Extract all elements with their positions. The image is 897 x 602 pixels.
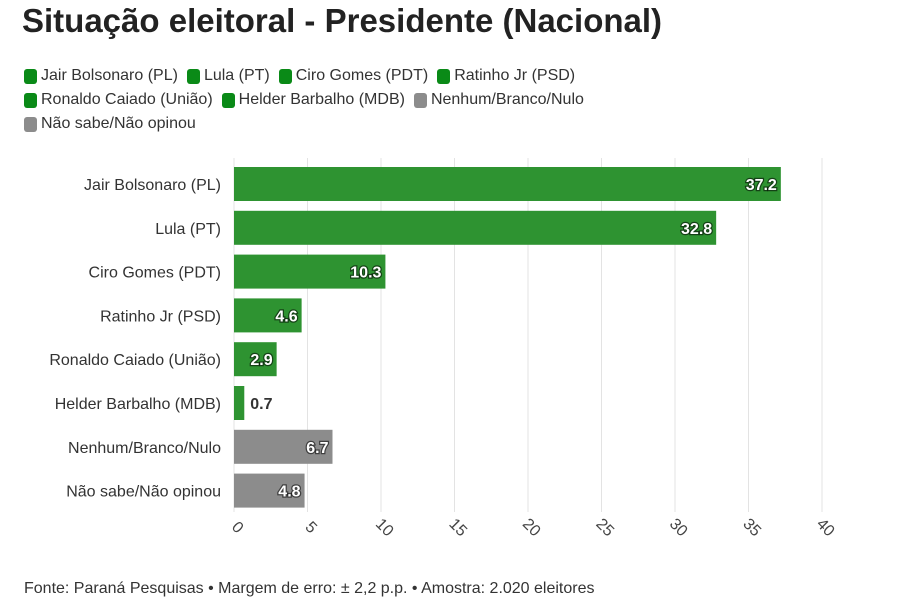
legend-swatch	[186, 68, 200, 84]
legend-label: Helder Barbalho (MDB)	[238, 91, 405, 108]
legend-label: Ciro Gomes (PDT)	[295, 67, 429, 84]
category-label: Lula (PT)	[155, 221, 221, 238]
category-label: Helder Barbalho (MDB)	[55, 396, 221, 413]
bar	[234, 254, 386, 289]
legend-item: Ronaldo Caiado (União)	[24, 91, 213, 109]
chart-title: Situação eleitoral - Presidente (Naciona…	[22, 2, 663, 39]
x-tick-label: 30	[666, 516, 691, 541]
bar	[234, 429, 333, 464]
legend-row: Jair Bolsonaro (PL) Lula (PT) Ciro Gomes (…	[24, 64, 674, 88]
legend-item: Jair Bolsonaro (PL)	[24, 67, 178, 85]
source-note: Fonte: Paraná Pesquisas • Margem de erro…	[24, 580, 595, 597]
bar	[234, 210, 717, 245]
x-tick-label: 25	[592, 516, 617, 541]
data-label: 10.3	[350, 265, 381, 282]
data-label: 6.7	[306, 440, 328, 457]
legend-swatch	[24, 116, 37, 132]
x-tick-label: 0	[228, 519, 246, 537]
x-tick-label: 35	[739, 516, 764, 541]
legend-label: Lula (PT)	[203, 67, 270, 84]
data-label: 32.8	[681, 221, 712, 238]
legend-item: Ciro Gomes (PDT)	[278, 67, 429, 85]
legend: Jair Bolsonaro (PL) Lula (PT) Ciro Gomes (…	[24, 64, 674, 136]
category-label: Jair Bolsonaro (PL)	[84, 177, 221, 194]
legend-row: Não sabe/Não opinou	[24, 112, 674, 136]
legend-swatch	[221, 92, 235, 108]
data-label: 37.2	[746, 177, 777, 194]
category-label: Ciro Gomes (PDT)	[89, 265, 221, 282]
x-tick-label: 40	[813, 516, 838, 541]
legend-item: Nenhum/Branco/Nulo	[413, 91, 584, 109]
legend-swatch	[413, 92, 427, 108]
data-label: 4.6	[275, 308, 297, 325]
category-label: Ratinho Jr (PSD)	[100, 308, 221, 325]
category-label: Nenhum/Branco/Nulo	[68, 440, 221, 457]
bar	[234, 473, 305, 508]
bar	[234, 167, 781, 201]
x-tick-label: 15	[445, 516, 470, 541]
category-label: Não sabe/Não opinou	[66, 484, 221, 501]
legend-label: Jair Bolsonaro (PL)	[41, 67, 178, 84]
legend-item: Ratinho Jr (PSD)	[437, 67, 575, 85]
category-label: Ronaldo Caiado (União)	[49, 352, 221, 369]
legend-row: Ronaldo Caiado (União) Helder Barbalho (M…	[24, 88, 674, 112]
legend-label: Não sabe/Não opinou	[41, 115, 196, 132]
legend-swatch	[437, 68, 451, 84]
legend-item: Não sabe/Não opinou	[24, 115, 196, 133]
legend-swatch	[278, 68, 292, 84]
bar-chart: Jair Bolsonaro (PL) 37.2 Lula (PT) 32.8 Ciro…	[49, 158, 838, 541]
data-label: 0.7	[250, 396, 272, 413]
legend-label: Ratinho Jr (PSD)	[454, 67, 576, 84]
legend-item: Lula (PT)	[186, 67, 270, 85]
data-label: 4.8	[278, 484, 300, 501]
legend-item: Helder Barbalho (MDB)	[221, 91, 405, 109]
x-tick-label: 10	[372, 516, 397, 541]
legend-label: Ronaldo Caiado (União)	[41, 91, 213, 108]
bar	[234, 298, 302, 333]
bar	[234, 342, 277, 377]
legend-swatch	[24, 68, 37, 84]
legend-swatch	[24, 92, 37, 108]
legend-label: Nenhum/Branco/Nulo	[430, 91, 584, 108]
x-tick-label: 20	[519, 516, 544, 541]
x-tick-label: 5	[302, 519, 320, 537]
data-label: 2.9	[250, 352, 272, 369]
bar	[234, 386, 245, 420]
